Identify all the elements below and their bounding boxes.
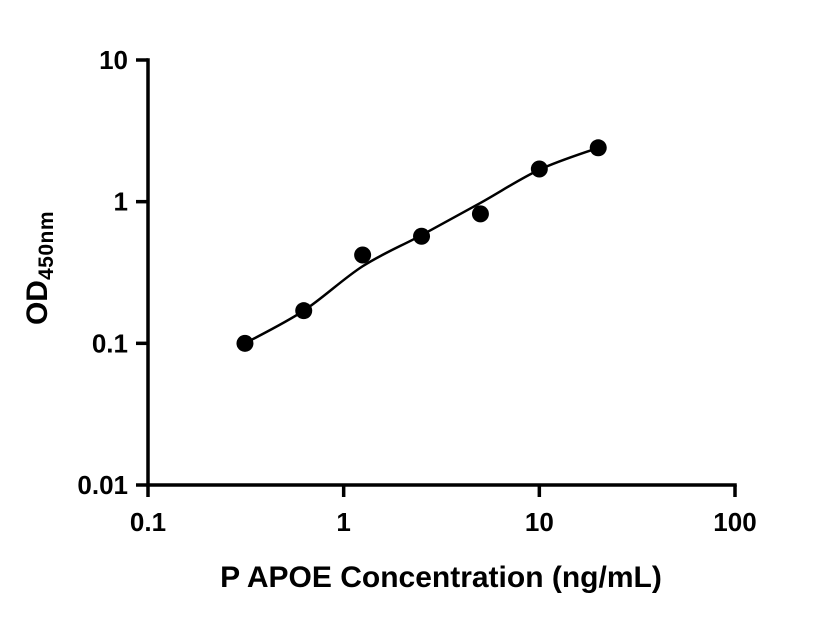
data-point xyxy=(354,246,372,264)
x-tick-label: 1 xyxy=(336,507,350,537)
x-tick-label: 100 xyxy=(713,507,756,537)
y-tick-label: 0.01 xyxy=(77,470,128,500)
y-axis-label: OD450nm xyxy=(21,210,58,326)
y-tick-label: 1 xyxy=(114,187,128,217)
data-point xyxy=(589,139,607,157)
data-point xyxy=(295,302,313,320)
x-axis-label: P APOE Concentration (ng/mL) xyxy=(220,561,662,594)
y-axis-label-subscript: 450nm xyxy=(35,210,58,281)
y-axis-label-main: OD xyxy=(21,280,54,326)
data-point xyxy=(471,205,489,223)
data-point xyxy=(413,227,431,245)
y-tick-label: 10 xyxy=(99,45,128,75)
data-point xyxy=(236,334,254,352)
axes xyxy=(146,58,737,487)
x-tick-label: 10 xyxy=(525,507,554,537)
y-tick-label: 0.1 xyxy=(92,328,128,358)
x-tick-label: 0.1 xyxy=(130,507,166,537)
data-point xyxy=(530,160,548,178)
